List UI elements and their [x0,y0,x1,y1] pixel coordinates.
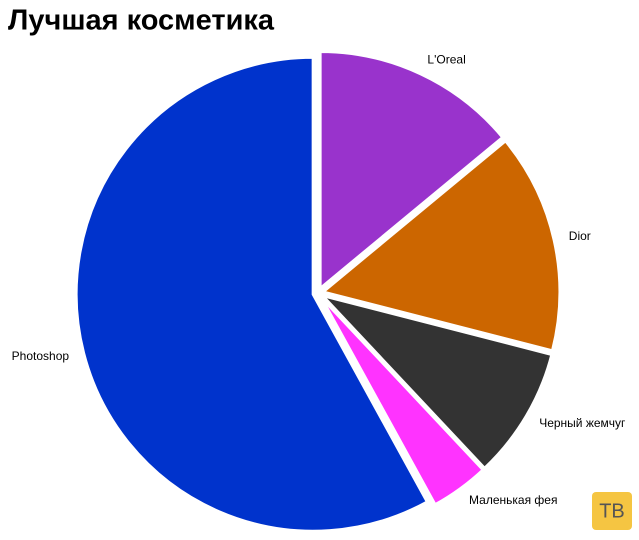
slice-label: Черный жемчуг [539,416,626,430]
slice-label: Dior [569,229,591,243]
slice-label: Маленькая фея [469,493,557,507]
logo-text: ТВ [599,500,625,522]
pie-slice [319,138,562,353]
pie-slice [317,292,554,471]
slice-label: L'Oreal [427,53,465,67]
slice-label: Photoshop [12,349,70,363]
logo [592,492,632,530]
pie-slice [319,296,486,507]
pie-slice [318,49,505,292]
pie-slice [74,55,430,533]
chart-title: Лучшая косметика [8,5,275,37]
